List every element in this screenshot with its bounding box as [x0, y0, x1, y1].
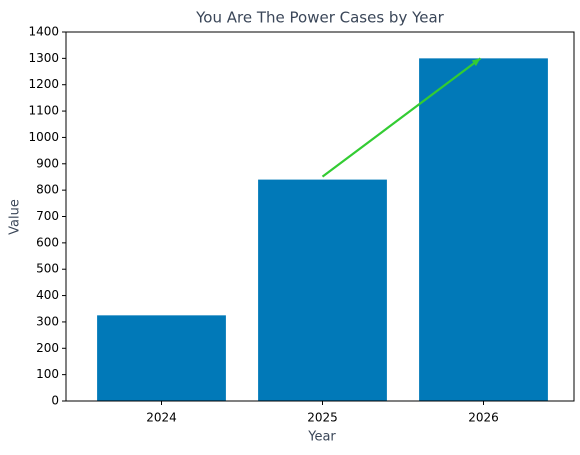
- trend-arrow-head: [471, 58, 481, 67]
- y-tick-label: 1300: [28, 51, 59, 65]
- plot-frame: [65, 31, 575, 402]
- y-tick-label: 300: [36, 314, 59, 328]
- y-tick-label: 500: [36, 262, 59, 276]
- y-tick-label: 700: [36, 209, 59, 223]
- y-tick-label: 0: [51, 394, 59, 408]
- chart-title: You Are The Power Cases by Year: [195, 9, 445, 27]
- bar: [97, 315, 226, 401]
- y-tick-label: 600: [36, 235, 59, 249]
- y-tick-label: 800: [36, 183, 59, 197]
- y-tick-label: 400: [36, 288, 59, 302]
- bar: [258, 179, 387, 401]
- x-tick-label: 2026: [468, 411, 499, 425]
- bar: [419, 58, 548, 401]
- y-tick-label: 1000: [28, 130, 59, 144]
- y-tick-label: 1200: [28, 77, 59, 91]
- x-tick-label: 2025: [307, 411, 338, 425]
- y-tick-label: 1400: [28, 25, 59, 39]
- y-tick-label: 1100: [28, 104, 59, 118]
- x-axis-label: Year: [307, 430, 336, 445]
- y-axis-label: Value: [8, 199, 23, 235]
- y-tick-label: 900: [36, 156, 59, 170]
- x-tick-label: 2024: [146, 411, 177, 425]
- y-tick-label: 200: [36, 341, 59, 355]
- trend-arrow: [321, 57, 482, 178]
- y-tick-label: 100: [36, 367, 59, 381]
